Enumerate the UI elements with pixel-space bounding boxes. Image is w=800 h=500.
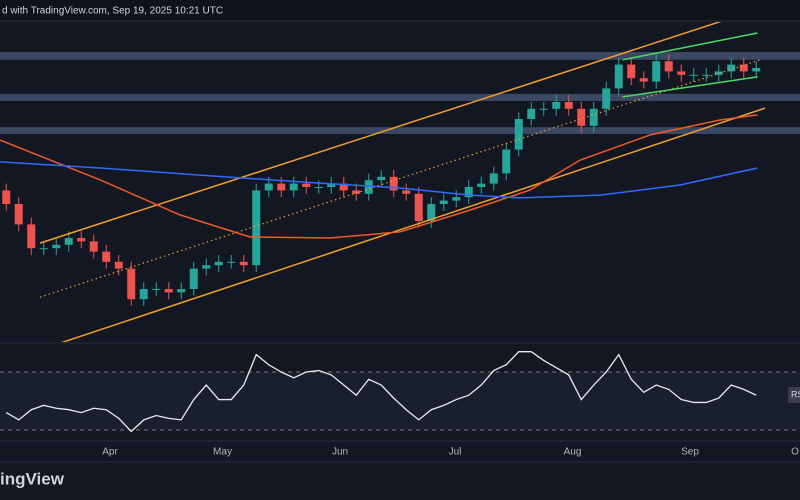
overlay-line — [39, 22, 722, 244]
candle-body — [139, 289, 148, 300]
candle-body — [589, 108, 598, 126]
candle-body — [689, 74, 698, 76]
candle-body — [2, 190, 11, 204]
x-tick-label: Jul — [449, 447, 462, 458]
candle-body — [364, 180, 373, 194]
candle-body — [602, 88, 611, 109]
candle-body — [502, 149, 511, 174]
candle-body — [414, 193, 423, 221]
candle-body — [514, 119, 523, 150]
candle-body — [714, 71, 723, 75]
rsi-badge — [788, 387, 800, 403]
candle-body — [739, 64, 748, 72]
candle-body — [289, 183, 298, 191]
candle-body — [327, 183, 336, 187]
overlay-line — [622, 76, 758, 98]
header-bar — [0, 0, 800, 21]
candle-body — [27, 224, 36, 249]
candle-body — [389, 176, 398, 191]
candle-body — [577, 108, 586, 126]
x-tick-label: Aug — [564, 447, 582, 458]
candle-body — [439, 200, 448, 204]
candle-body — [164, 289, 173, 293]
x-tick-label: Jun — [332, 447, 348, 458]
rsi-label: RS — [791, 389, 800, 399]
candle-body — [77, 238, 86, 242]
overlay-line — [39, 59, 761, 298]
candle-body — [564, 102, 573, 109]
candle-body — [114, 261, 123, 269]
candle-body — [339, 183, 348, 191]
candle-body — [189, 268, 198, 289]
resistance-zone — [0, 93, 800, 101]
candle-body — [102, 251, 111, 262]
header-text: d with TradingView.com, Sep 19, 2025 10:… — [2, 6, 223, 17]
candle-body — [527, 108, 536, 119]
candle-body — [264, 183, 273, 191]
x-tick-label: Apr — [102, 447, 118, 458]
candle-body — [427, 204, 436, 221]
logo: ingView — [0, 469, 65, 488]
candle-body — [652, 61, 661, 82]
candle-body — [477, 183, 486, 187]
candle-body — [614, 64, 623, 89]
candle-body — [64, 238, 73, 245]
candle-body — [302, 183, 311, 187]
candle-body — [314, 187, 323, 188]
overlay-line — [0, 161, 758, 199]
candle-body — [202, 265, 211, 269]
overlay-line — [61, 107, 766, 342]
x-axis: Apr May Jun Jul Aug Sep O — [102, 447, 799, 458]
candle-body — [377, 176, 386, 181]
candle-body — [489, 173, 498, 184]
overlay-line — [622, 32, 758, 61]
x-tick-label: O — [791, 447, 799, 458]
candle-body — [752, 68, 761, 72]
x-tick-label: May — [213, 447, 232, 458]
candle-body — [677, 71, 686, 75]
candle-body — [702, 74, 711, 76]
candle-body — [177, 289, 186, 293]
rsi-line — [5, 351, 757, 433]
candle-body — [727, 64, 736, 72]
rsi-band — [0, 372, 800, 430]
candle-body — [214, 261, 223, 266]
candle-body — [402, 190, 411, 194]
price-pane — [0, 22, 800, 342]
candle-body — [14, 204, 23, 225]
candle-body — [452, 197, 461, 201]
candle-body — [227, 261, 236, 263]
candle-body — [39, 248, 48, 250]
candle-body — [277, 183, 286, 191]
candle-body — [664, 61, 673, 72]
candle-body — [352, 190, 361, 194]
candle-body — [252, 190, 261, 266]
rsi-pane — [0, 351, 800, 433]
candle-body — [89, 241, 98, 252]
candle-body — [639, 78, 648, 82]
candle-body — [127, 268, 136, 300]
candle-body — [152, 289, 161, 290]
candle-body — [539, 108, 548, 110]
candle-body — [464, 187, 473, 198]
candle-body — [52, 244, 61, 249]
x-tick-label: Sep — [681, 447, 699, 458]
candle-body — [552, 102, 561, 109]
candle-body — [239, 261, 248, 266]
resistance-zone — [0, 127, 800, 134]
overlay-line — [0, 114, 758, 239]
candle-body — [627, 64, 636, 79]
resistance-zone — [0, 52, 800, 60]
